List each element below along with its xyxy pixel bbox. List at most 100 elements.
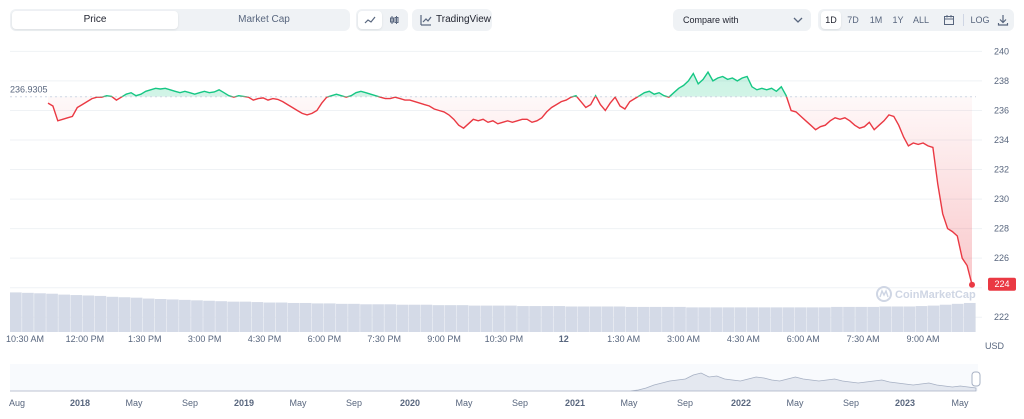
x-tick-label: 6:00 AM <box>787 334 820 344</box>
range-7d-button[interactable]: 7D <box>847 15 859 25</box>
navigator-label: May <box>289 398 307 408</box>
y-tick-label: 222 <box>994 312 1009 322</box>
volume-bar <box>794 307 807 332</box>
x-tick-label: 4:30 AM <box>727 334 760 344</box>
volume-bar <box>360 304 372 332</box>
log-scale-button[interactable]: LOG <box>970 15 990 25</box>
volume-bar <box>10 292 22 332</box>
volume-bar <box>493 305 505 332</box>
volume-bar <box>951 303 964 332</box>
tradingview-label: TradingView <box>436 14 492 25</box>
volume-bar <box>372 304 384 332</box>
tab-market-cap[interactable]: Market Cap <box>238 14 290 25</box>
volume-bar <box>589 306 602 332</box>
area-below-baseline <box>48 96 972 285</box>
x-tick-label: 12:00 PM <box>66 334 105 344</box>
volume-bar <box>70 295 83 332</box>
volume-bar <box>674 306 686 332</box>
x-tick-label: 7:30 AM <box>847 334 880 344</box>
tab-price[interactable]: Price <box>12 11 178 29</box>
candlestick-button[interactable] <box>382 11 406 29</box>
volume-bar <box>239 301 252 332</box>
chevron-down-icon <box>793 17 803 23</box>
line-chart-icon <box>364 16 376 24</box>
navigator-label: May <box>951 398 969 408</box>
compare-with-dropdown[interactable]: Compare with <box>673 9 811 31</box>
current-price-badge: 224 <box>988 277 1016 291</box>
price-line-up <box>96 70 788 97</box>
date-range-button[interactable] <box>939 11 959 29</box>
volume-bar <box>396 304 409 332</box>
volume-bar <box>94 295 107 332</box>
volume-bar <box>819 307 831 332</box>
volume-bar <box>275 302 288 332</box>
download-icon <box>997 15 1009 26</box>
tradingview-button[interactable]: TradingView <box>412 9 492 31</box>
volume-bar <box>215 301 227 332</box>
compare-with-label: Compare with <box>683 15 739 25</box>
price-line-down <box>47 96 973 285</box>
y-tick-label: 228 <box>994 224 1009 234</box>
navigator-label: May <box>125 398 143 408</box>
volume-bar <box>142 298 155 332</box>
price-chart[interactable]: CoinMarketCap 236.9305 240 238 236 234 232 23… <box>0 40 1024 356</box>
volume-bar <box>480 305 493 332</box>
volume-bar <box>831 306 843 332</box>
area-above-baseline <box>48 72 972 97</box>
volume-bar <box>154 299 167 332</box>
y-tick-label: 232 <box>994 165 1009 175</box>
time-navigator[interactable]: Aug 2018 May Sep 2019 May Sep 2020 May Sep 2021 May… <box>0 360 1024 419</box>
volume-bar <box>746 307 759 332</box>
navigator-handle[interactable] <box>971 371 981 387</box>
volume-bar <box>34 293 46 332</box>
volume-bar <box>541 306 553 332</box>
volume-bar <box>855 306 867 332</box>
candlestick-icon <box>390 16 399 24</box>
x-tick-label: 7:30 PM <box>367 334 401 344</box>
y-tick-label: 230 <box>994 194 1009 204</box>
volume-bar <box>251 302 264 332</box>
volume-bar <box>287 302 300 332</box>
volume-bar <box>444 305 457 332</box>
line-chart-button[interactable] <box>358 11 382 29</box>
x-tick-label: 9:00 AM <box>906 334 939 344</box>
volume-bar <box>529 306 541 332</box>
download-button[interactable] <box>994 11 1012 29</box>
volume-bar <box>106 296 119 332</box>
navigator-history <box>10 372 977 392</box>
volume-bar <box>82 295 95 332</box>
x-tick-label: 3:00 PM <box>188 334 222 344</box>
volume-bar <box>625 306 638 332</box>
volume-bar <box>311 303 324 332</box>
range-1y-button[interactable]: 1Y <box>892 15 904 25</box>
navigator-label: 2023 <box>895 398 915 408</box>
range-1d-button[interactable]: 1D <box>821 11 841 29</box>
y-tick-label: 226 <box>994 253 1009 263</box>
volume-bar <box>166 299 179 332</box>
chart-metric-tabs: Price Market Cap <box>10 9 350 31</box>
range-all-button[interactable]: ALL <box>912 15 929 25</box>
x-tick-label: 9:00 PM <box>427 334 461 344</box>
volume-bar <box>517 306 529 332</box>
volume-bar <box>46 293 58 332</box>
navigator-label: Sep <box>843 398 859 408</box>
volume-bar <box>734 307 747 332</box>
navigator-label: Sep <box>677 398 693 408</box>
current-price-dot <box>969 281 975 288</box>
watermark-text: CoinMarketCap <box>895 289 976 301</box>
navigator-label: Sep <box>346 398 362 408</box>
volume-bar <box>637 306 650 332</box>
volume-bar <box>577 306 590 332</box>
volume-bar <box>118 297 131 332</box>
volume-bar <box>698 307 710 332</box>
volume-bar <box>505 305 517 332</box>
chart-toolbar: Price Market Cap TradingView Compare wit… <box>10 9 1014 31</box>
volume-bar <box>130 297 143 332</box>
volume-bar <box>420 304 433 332</box>
chart-type-toggle <box>356 9 408 31</box>
currency-label: USD <box>985 341 1005 351</box>
volume-bar <box>203 300 215 332</box>
range-1m-button[interactable]: 1M <box>869 15 883 25</box>
volume-bar <box>879 306 892 332</box>
x-tick-label: 4:30 PM <box>248 334 282 344</box>
